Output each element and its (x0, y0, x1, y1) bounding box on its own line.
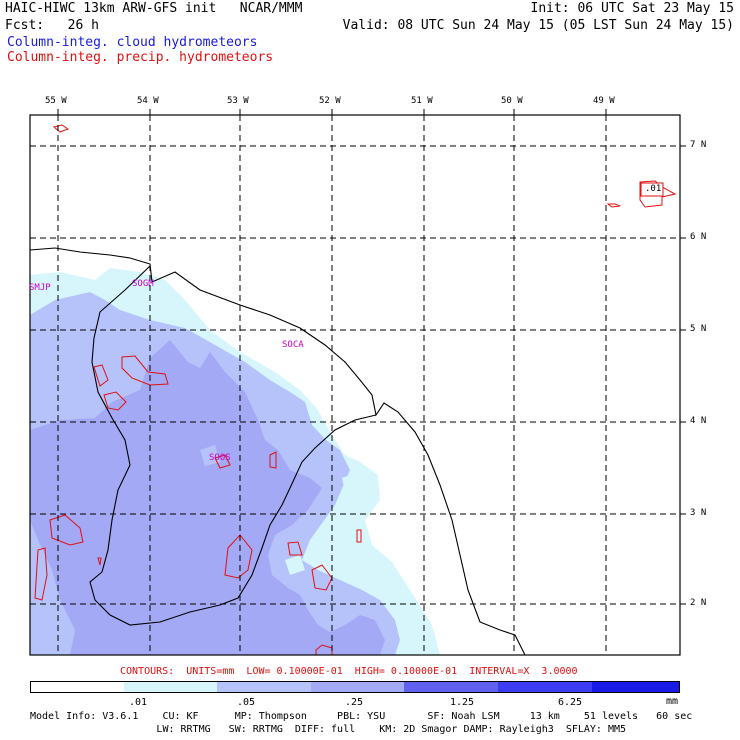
frame-ticks (57, 109, 686, 605)
coastline (30, 247, 526, 655)
lon-label-50w: 50 W (501, 96, 523, 106)
colorbar-label-4: 6.25 (557, 697, 583, 708)
lon-label-51w: 51 W (411, 96, 433, 106)
colorbar-segment (591, 682, 679, 692)
colorbar-segment (404, 682, 498, 692)
colorbar-segment (123, 682, 218, 692)
lon-label-55w: 55 W (45, 96, 67, 106)
colorbar (30, 681, 680, 693)
colorbar-segment (31, 682, 124, 692)
model-info-line-1: Model Info: V3.6.1 CU: KF MP: Thompson P… (30, 711, 693, 722)
contour-label-text: .01 (645, 184, 662, 194)
forecast-hour: Fcst: 26 h (5, 18, 99, 33)
legend-cloud-hydrometeors: Column-integ. cloud hydrometeors (7, 35, 258, 50)
lat-lon-grid (30, 115, 680, 655)
station-label-smjp: SMJP (29, 283, 51, 293)
shaded-field (30, 247, 526, 655)
lat-label-5n: 5 N (690, 324, 707, 334)
colorbar-units: mm (666, 696, 679, 707)
contour-label-box (640, 182, 664, 197)
lat-label-2n: 2 N (690, 598, 707, 608)
lon-label-52w: 52 W (319, 96, 341, 106)
lat-label-7n: 7 N (690, 140, 707, 150)
valid-time: Valid: 08 UTC Sun 24 May 15 (05 LST Sun … (342, 18, 734, 33)
colorbar-segment (217, 682, 311, 692)
init-time: Init: 06 UTC Sat 23 May 15 (530, 1, 735, 16)
lon-label-54w: 54 W (137, 96, 159, 106)
lat-label-4n: 4 N (690, 416, 707, 426)
lat-label-6n: 6 N (690, 232, 707, 242)
plot-title: HAIC-HIWC 13km ARW-GFS init NCAR/MMM (5, 1, 303, 16)
station-label-soca: SOCA (282, 340, 304, 350)
contours-info: CONTOURS: UNITS=mm LOW= 0.10000E-01 HIGH… (120, 666, 578, 677)
colorbar-label-1: .05 (236, 697, 256, 708)
colorbar-segment (497, 682, 592, 692)
model-info-line-2: LW: RRTMG SW: RRTMG DIFF: full KM: 2D Sm… (30, 724, 627, 735)
legend-precip-hydrometeors: Column-integ. precip. hydrometeors (7, 50, 274, 65)
colorbar-label-0: .01 (128, 697, 148, 708)
colorbar-label-3: 1.25 (449, 697, 475, 708)
lon-label-53w: 53 W (227, 96, 249, 106)
colorbar-label-2: .25 (344, 697, 364, 708)
map-frame (29, 114, 681, 656)
lat-label-3n: 3 N (690, 508, 707, 518)
station-label-sogm: SOGM (132, 279, 154, 289)
colorbar-segment (310, 682, 405, 692)
lon-label-49w: 49 W (593, 96, 615, 106)
station-label-soos: SOOS (209, 453, 231, 463)
